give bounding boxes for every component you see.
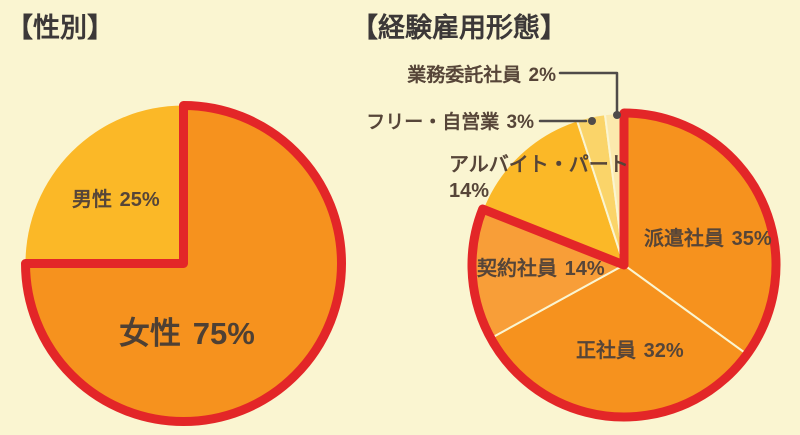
pie-red-outline <box>21 101 346 426</box>
slice-label-outsourced: 業務委託社員 2% <box>407 65 556 86</box>
slice-label-parttime: アルバイト・パート 14% <box>449 154 629 203</box>
pie-chart-gender <box>21 101 346 426</box>
pie-red-outline <box>467 108 781 422</box>
slice-label-female: 女性 75% <box>119 316 255 351</box>
slice-label-fulltime-employee: 正社員 32% <box>576 340 684 362</box>
slice-label-freelance: フリー・自営業 3% <box>366 112 534 133</box>
slice-label-contract-employee: 契約社員 14% <box>477 258 605 280</box>
pie-chart-employment <box>467 108 781 422</box>
pie-slice-25% <box>25 105 184 264</box>
chart-title-gender: 【性別】 <box>6 13 114 43</box>
chart-title-employment: 【経験雇用形態】 <box>351 13 567 43</box>
slice-label-male: 男性 25% <box>72 189 160 211</box>
slice-label-dispatch-worker: 派遣社員 35% <box>644 228 772 250</box>
